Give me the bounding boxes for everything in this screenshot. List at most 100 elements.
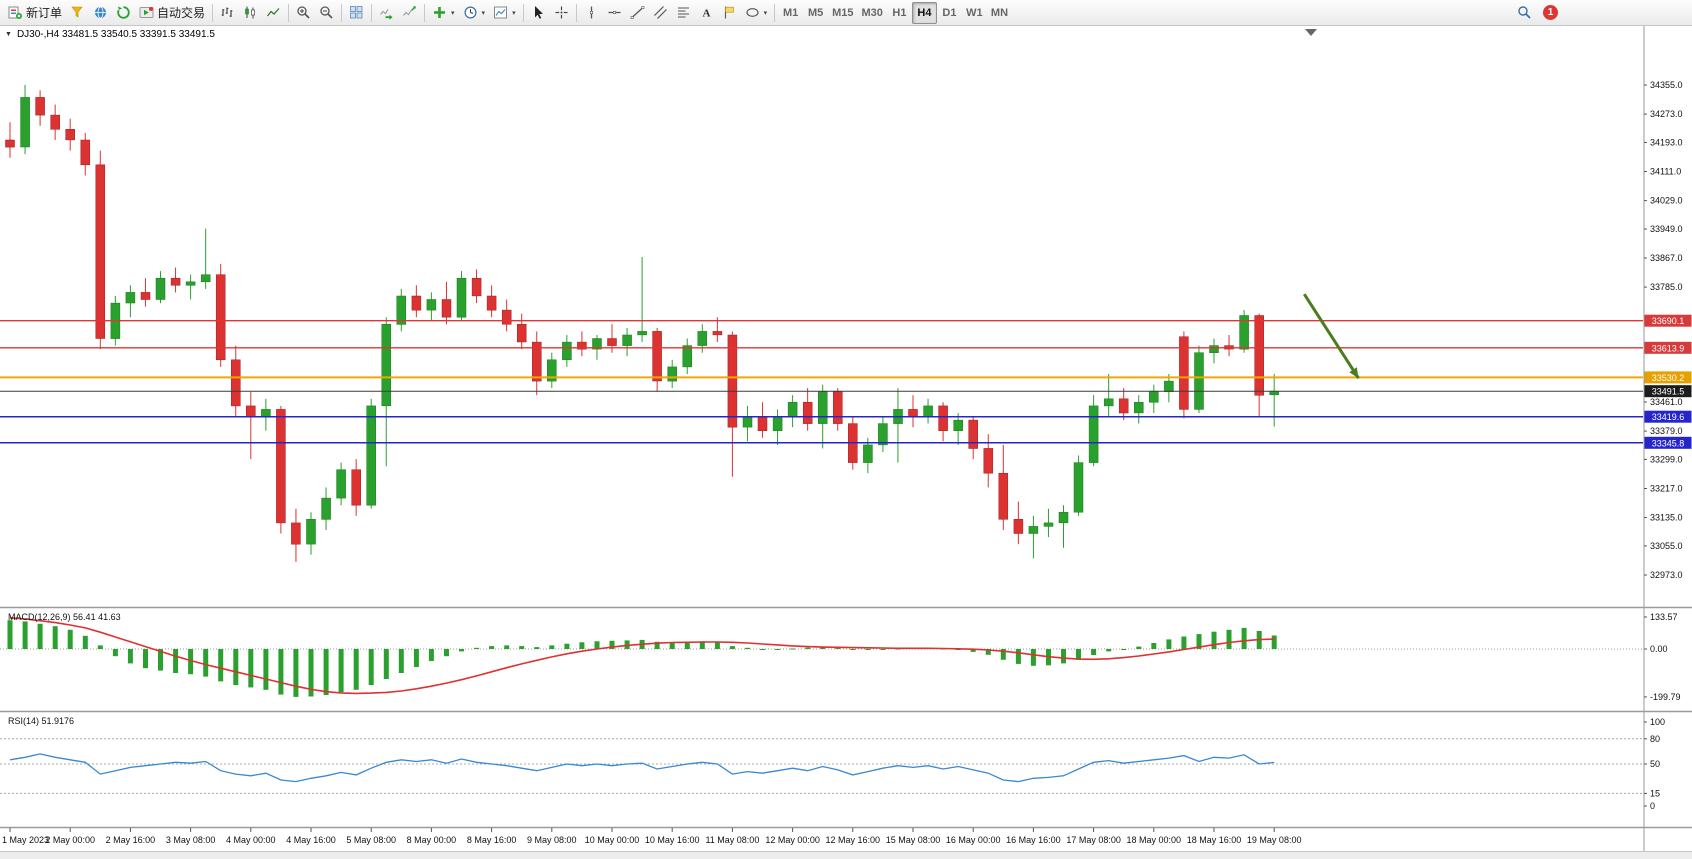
toolbar-divider [424,3,426,22]
crosshair-button[interactable] [550,2,573,24]
templates-button[interactable]: ▾ [489,2,520,24]
toolbar-divider [522,3,524,22]
timeframe-mn[interactable]: MN [987,2,1012,24]
new-order-icon [8,5,23,20]
channel-button[interactable] [649,2,672,24]
channel-icon [653,5,668,20]
timeframe-w1-label: W1 [966,6,983,19]
auto-scroll-button[interactable] [375,2,398,24]
dropdown-arrow-icon: ▾ [763,9,768,17]
zoom-in-icon [296,5,311,20]
toolbar-divider [341,3,343,22]
chart-title-bar: ▼ DJ30-,H4 33481.5 33540.5 33391.5 33491… [5,29,215,40]
dropdown-arrow-icon: ▾ [512,9,516,17]
timeframe-m5[interactable]: M5 [803,2,828,24]
time-axis[interactable] [0,829,1644,851]
funnel-icon [70,5,85,20]
timeframe-h1-label: H1 [892,6,907,19]
candlestick-chart-button[interactable] [239,2,262,24]
zoom-in-button[interactable] [292,2,315,24]
timeframe-m15[interactable]: M15 [828,2,857,24]
toolbar-divider [212,3,214,22]
timeframe-d1-label: D1 [942,6,957,19]
main-chart-pane[interactable] [0,26,1644,607]
tile-windows-button[interactable] [345,2,368,24]
toolbar-divider [575,3,577,22]
timeframe-h4-label: H4 [917,6,932,19]
bar-chart-button[interactable] [216,2,239,24]
cursor-button[interactable] [527,2,550,24]
toolbar-divider [371,3,373,22]
search-icon [1517,5,1532,20]
chart-shift-button[interactable] [398,2,421,24]
market-watch-button[interactable] [66,2,89,24]
timeframe-w1[interactable]: W1 [962,2,987,24]
auto-scroll-icon [379,5,394,20]
cursor-icon [531,5,546,20]
label-button[interactable] [718,2,741,24]
toolbar-divider [288,3,290,22]
shapes-icon [745,5,760,20]
trendline-icon [630,5,645,20]
svg-text:A: A [702,8,710,20]
globe-icon [93,5,108,20]
notification-badge[interactable]: 1 [1543,5,1558,20]
horizontal-line-icon [607,5,622,20]
indicator-add-icon [432,5,447,20]
chart-shift-icon [402,5,417,20]
periods-button[interactable]: ▾ [459,2,490,24]
line-chart-icon [266,5,281,20]
clock-icon [463,5,478,20]
toolbar-divider [774,3,776,22]
timeframe-d1[interactable]: D1 [937,2,962,24]
autotrade-button[interactable]: 自动交易 [135,2,209,24]
timeframe-m1[interactable]: M1 [778,2,803,24]
timeframe-h1[interactable]: H1 [887,2,912,24]
new-order-button-label: 新订单 [26,6,63,20]
horizontal-line-button[interactable] [603,2,626,24]
timeframe-m30[interactable]: M30 [858,2,887,24]
search-button[interactable] [1513,2,1536,24]
text-button[interactable]: A [695,2,718,24]
shapes-button[interactable]: ▾ [741,2,772,24]
new-order-button[interactable]: 新订单 [4,2,66,24]
rsi-name-label: RSI(14) [8,716,40,726]
dropdown-arrow-icon: ▾ [481,9,486,17]
refresh-button[interactable] [112,2,135,24]
macd-name-label: MACD(12,26,9) [8,612,71,622]
refresh-icon [116,5,131,20]
dropdown-arrow-icon: ▾ [451,9,455,17]
line-chart-button[interactable] [262,2,285,24]
indicators-button[interactable]: ▾ [428,2,459,24]
text-icon: A [699,5,714,20]
vertical-line-button[interactable] [580,2,603,24]
autotrade-button-label: 自动交易 [157,6,206,20]
macd-pane[interactable] [0,609,1644,711]
macd-values-label: 56.41 41.63 [73,612,121,622]
trendline-button[interactable] [626,2,649,24]
web-community-button[interactable] [89,2,112,24]
crosshair-icon [554,5,569,20]
timeframe-mn-label: MN [990,6,1009,19]
zoom-out-icon [319,5,334,20]
timeframe-h4[interactable]: H4 [911,1,937,24]
rsi-value-label: 51.9176 [41,716,75,726]
quick-trade-expander-icon[interactable]: ▼ [5,31,12,38]
zoom-out-button[interactable] [315,2,338,24]
timeframe-m30-label: M30 [861,6,883,19]
tile-windows-icon [349,5,364,20]
timeframe-m5-label: M5 [807,6,824,19]
timeframe-m15-label: M15 [832,6,854,19]
toolbar: 新订单 自动交易 ▾ ▾ ▾ A ▾ M1 M5 M15 M30 H1 H4 D1 W1 MN 1 [0,0,1692,26]
bars-icon [220,5,235,20]
vertical-line-icon [584,5,599,20]
symbol-ohlc-label: DJ30-,H4 33481.5 33540.5 33391.5 33491.5 [16,29,215,40]
timeframe-m1-label: M1 [782,6,799,19]
rsi-pane[interactable] [0,713,1644,827]
toolbar-right: 1 [1513,2,1558,24]
macd-label: MACD(12,26,9) 56.41 41.63 [8,612,121,622]
price-axis[interactable] [1644,26,1692,851]
template-icon [493,5,508,20]
fibonacci-button[interactable] [672,2,695,24]
candles-icon [243,5,258,20]
